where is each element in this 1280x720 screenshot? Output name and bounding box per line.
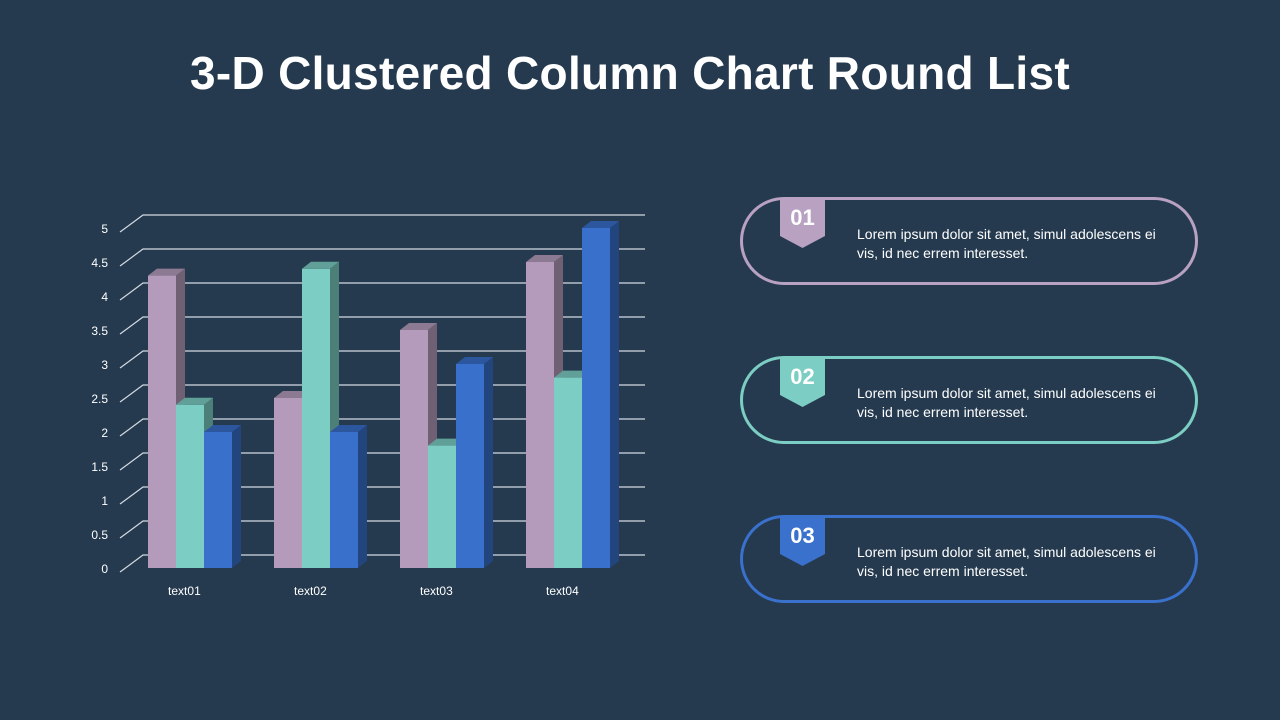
y-tick-label: 1: [101, 494, 108, 508]
bar: [176, 404, 204, 568]
badge-shape-2: [780, 357, 825, 407]
bar: [526, 262, 554, 568]
bar: [330, 432, 358, 568]
bar: [274, 398, 302, 568]
bar-side: [358, 425, 367, 568]
list-item-1: 01 Lorem ipsum dolor sit amet, simul ado…: [740, 197, 1198, 285]
badge-shape-1: [780, 198, 825, 248]
bar-top: [400, 323, 437, 330]
y-tick-label: 3.5: [91, 324, 108, 338]
bar-top: [526, 255, 563, 262]
bar-top: [330, 425, 367, 432]
badge-shape-3: [780, 516, 825, 566]
list-item-text-1: Lorem ipsum dolor sit amet, simul adoles…: [857, 226, 1156, 261]
bar: [204, 432, 232, 568]
badge-number-1: 01: [790, 205, 815, 230]
bar-top: [582, 221, 619, 228]
bar-side: [484, 357, 493, 568]
bar: [456, 364, 484, 568]
y-tick-label: 2: [101, 426, 108, 440]
column-chart: 0 0.5 1 1.5 2 2.5 3 3.5 4 4.5 5 text01 text02 text03 t…: [91, 214, 645, 598]
list-item-3: 03 Lorem ipsum dolor sit amet, simul ado…: [740, 515, 1198, 603]
y-tick-label: 0: [101, 562, 108, 576]
x-tick-label: text02: [294, 584, 327, 598]
y-tick-label: 2.5: [91, 392, 108, 406]
gridline: [119, 282, 645, 301]
bar-top: [204, 425, 241, 432]
number-badge-1: 01: [780, 198, 825, 248]
bar-top: [176, 397, 213, 405]
number-badge-2: 02: [780, 357, 825, 407]
bar: [582, 228, 610, 568]
gridline: [119, 350, 645, 369]
x-tick-label: text01: [168, 584, 201, 598]
y-tick-label: 4.5: [91, 256, 108, 270]
badge-number-2: 02: [790, 364, 815, 389]
number-badge-3: 03: [780, 516, 825, 566]
x-tick-label: text04: [546, 584, 579, 598]
bar-side: [610, 221, 619, 568]
x-tick-label: text03: [420, 584, 453, 598]
bar: [302, 268, 330, 568]
y-tick-label: 5: [101, 222, 108, 236]
y-tick-label: 1.5: [91, 460, 108, 474]
list-item-2: 02 Lorem ipsum dolor sit amet, simul ado…: [740, 356, 1198, 444]
gridline: [119, 214, 645, 233]
bar-top: [456, 357, 493, 364]
bar: [400, 330, 428, 568]
gridline: [119, 248, 645, 267]
bar-top: [554, 370, 591, 378]
bar-top: [148, 268, 185, 276]
badge-number-3: 03: [790, 523, 815, 548]
bar: [148, 275, 176, 568]
y-tick-label: 4: [101, 290, 108, 304]
bar-side: [232, 425, 241, 568]
list-item-text-2: Lorem ipsum dolor sit amet, simul adoles…: [857, 385, 1156, 420]
bar-top: [428, 438, 465, 446]
page-title: 3-D Clustered Column Chart Round List: [189, 47, 1070, 99]
bar: [428, 445, 456, 568]
list-item-text-3: Lorem ipsum dolor sit amet, simul adoles…: [857, 544, 1156, 579]
y-tick-label: 3: [101, 358, 108, 372]
bar-top: [302, 261, 339, 269]
bar-top: [274, 391, 311, 398]
bar: [554, 377, 582, 568]
y-tick-label: 0.5: [91, 528, 108, 542]
gridline: [119, 316, 645, 335]
